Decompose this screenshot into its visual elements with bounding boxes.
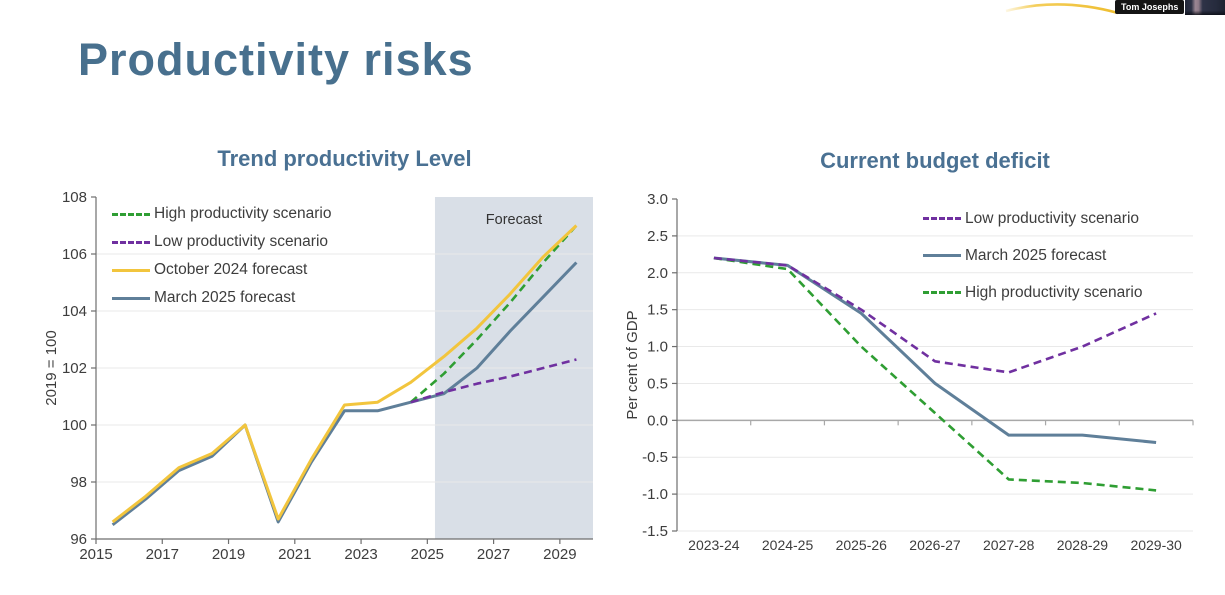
y-tick-label: 1.5 xyxy=(647,302,668,319)
y-tick-label: 2.0 xyxy=(647,265,668,282)
y-axis-title: Per cent of GDP xyxy=(624,310,641,419)
legend-item-high-productivity: High productivity scenario xyxy=(923,274,1142,311)
legend-swatch-march-2025-forecast xyxy=(923,254,961,257)
y-tick-label: 106 xyxy=(62,246,87,263)
y-tick-label: 104 xyxy=(62,303,87,320)
legend-item-march-2025-forecast: March 2025 forecast xyxy=(112,284,331,312)
x-tick-label: 2028-29 xyxy=(1057,537,1109,553)
current-budget-title: Current budget deficit xyxy=(820,148,1050,173)
y-tick-label: -1.0 xyxy=(642,486,668,503)
participant-name-badge: Tom Josephs xyxy=(1115,0,1185,14)
y-tick-label: -1.5 xyxy=(642,523,668,540)
forecast-region-label: Forecast xyxy=(485,212,543,228)
trend-chart-legend: High productivity scenario Low productiv… xyxy=(112,200,331,312)
series-march-2025-forecast xyxy=(713,256,1157,444)
legend-label: Low productivity scenario xyxy=(965,209,1140,227)
legend-item-october-2024-forecast: October 2024 forecast xyxy=(112,256,331,284)
legend-item-march-2025-forecast: March 2025 forecast xyxy=(923,237,1142,274)
legend-swatch-low-productivity xyxy=(112,240,150,244)
x-tick-label: 2017 xyxy=(146,546,179,563)
y-tick-label: 1.0 xyxy=(647,339,668,356)
y-tick-label: 3.0 xyxy=(647,191,668,208)
y-tick-label: 96 xyxy=(70,531,87,548)
y-tick-label: -0.5 xyxy=(642,449,668,466)
legend-swatch-high-productivity xyxy=(112,212,150,216)
y-tick-label: 2.5 xyxy=(647,228,668,245)
x-tick-label: 2025 xyxy=(411,546,444,563)
legend-swatch-low-productivity xyxy=(923,217,961,220)
trend-productivity-title: Trend productivity Level xyxy=(217,146,472,171)
x-tick-label: 2024-25 xyxy=(762,537,814,553)
current-budget-plot: -1.5 -1.0 -0.5 0.0 0.5 1.0 1.5 2.0 2.5 3.0 2023-24… xyxy=(624,191,1194,553)
trend-productivity-figure: Trend productivity Level 96 98 100 102 104 10… xyxy=(40,140,605,595)
legend-swatch-high-productivity xyxy=(923,291,961,294)
y-tick-label: 0.5 xyxy=(647,375,668,392)
x-tick-label: 2026-27 xyxy=(909,537,961,553)
legend-label: October 2024 forecast xyxy=(154,261,308,278)
legend-label: March 2025 forecast xyxy=(965,246,1107,264)
x-tick-label: 2027 xyxy=(477,546,510,563)
y-tick-label: 98 xyxy=(70,474,87,491)
legend-label: Low productivity scenario xyxy=(154,233,329,250)
current-budget-figure: Current budget deficit -1.5 -1.0 -0.5 0.0 0.… xyxy=(615,140,1225,595)
x-tick-label: 2023-24 xyxy=(688,537,740,553)
legend-label: March 2025 forecast xyxy=(154,289,296,306)
x-tick-label: 2027-28 xyxy=(983,537,1035,553)
y-tick-label: 102 xyxy=(62,360,87,377)
series-october-2024-forecast xyxy=(111,224,578,524)
x-tick-label: 2015 xyxy=(79,546,112,563)
legend-item-low-productivity: Low productivity scenario xyxy=(923,200,1142,237)
x-tick-label: 2025-26 xyxy=(836,537,888,553)
legend-item-high-productivity: High productivity scenario xyxy=(112,200,331,228)
x-tick-label: 2019 xyxy=(212,546,245,563)
series-low-productivity-scenario xyxy=(410,358,577,404)
legend-swatch-october-2024-forecast xyxy=(112,268,150,272)
x-tick-label: 2021 xyxy=(278,546,311,563)
participant-name: Tom Josephs xyxy=(1121,2,1179,12)
budget-chart-legend: Low productivity scenario March 2025 for… xyxy=(923,200,1142,311)
legend-label: High productivity scenario xyxy=(154,205,332,222)
y-tick-label: 0.0 xyxy=(647,412,668,429)
legend-swatch-march-2025-forecast xyxy=(112,296,150,300)
legend-label: High productivity scenario xyxy=(965,283,1143,301)
series-low-productivity-scenario xyxy=(713,256,1157,374)
y-tick-label: 108 xyxy=(62,189,87,206)
series-high-productivity-scenario xyxy=(409,224,578,404)
x-tick-label: 2029-30 xyxy=(1130,537,1182,553)
x-tick-label: 2029 xyxy=(543,546,576,563)
y-tick-label: 100 xyxy=(62,417,87,434)
series-high-productivity-scenario xyxy=(713,256,1157,492)
decorative-yellow-line xyxy=(1005,3,1119,15)
slide-title: Productivity risks xyxy=(78,34,474,85)
trend-productivity-plot: 96 98 100 102 104 106 108 2015 2017 2019 2021 2023 2… xyxy=(43,189,593,563)
x-tick-label: 2023 xyxy=(344,546,377,563)
series-march-2025-forecast xyxy=(111,261,578,526)
legend-item-low-productivity: Low productivity scenario xyxy=(112,228,331,256)
y-axis-title: 2019 = 100 xyxy=(43,330,60,406)
participant-video-thumbnail[interactable] xyxy=(1185,0,1225,15)
